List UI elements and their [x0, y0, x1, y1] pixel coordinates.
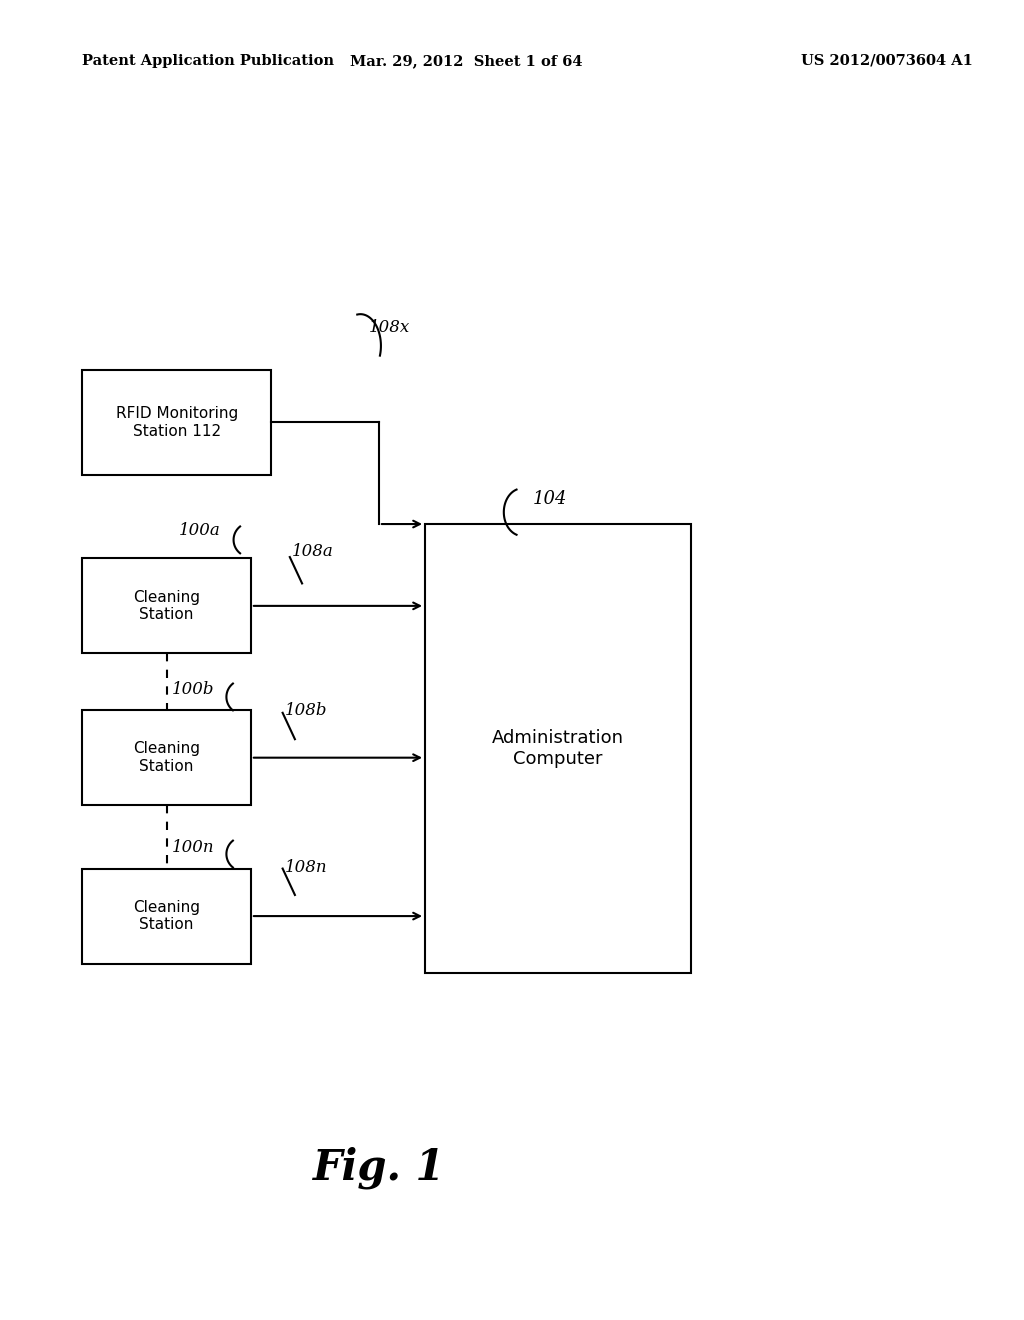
Text: 108a: 108a: [292, 544, 334, 560]
Text: 100n: 100n: [172, 840, 215, 855]
Text: US 2012/0073604 A1: US 2012/0073604 A1: [801, 54, 973, 67]
Bar: [82, 710, 251, 805]
Text: 104: 104: [532, 490, 567, 508]
Text: 108x: 108x: [369, 319, 410, 335]
Text: 108b: 108b: [285, 702, 328, 718]
Text: Cleaning
Station: Cleaning Station: [133, 900, 200, 932]
Text: Cleaning
Station: Cleaning Station: [133, 742, 200, 774]
Bar: [82, 558, 251, 653]
Bar: [82, 869, 251, 964]
Text: Patent Application Publication: Patent Application Publication: [82, 54, 334, 67]
Text: RFID Monitoring
Station 112: RFID Monitoring Station 112: [116, 407, 238, 438]
Text: Mar. 29, 2012  Sheet 1 of 64: Mar. 29, 2012 Sheet 1 of 64: [349, 54, 583, 67]
Text: 100b: 100b: [172, 681, 215, 697]
Text: 100a: 100a: [179, 523, 221, 539]
Text: Fig. 1: Fig. 1: [312, 1147, 445, 1189]
Text: Administration
Computer: Administration Computer: [493, 729, 624, 768]
Text: 108n: 108n: [285, 859, 328, 875]
Text: Cleaning
Station: Cleaning Station: [133, 590, 200, 622]
Bar: [425, 524, 691, 973]
Bar: [82, 370, 271, 475]
